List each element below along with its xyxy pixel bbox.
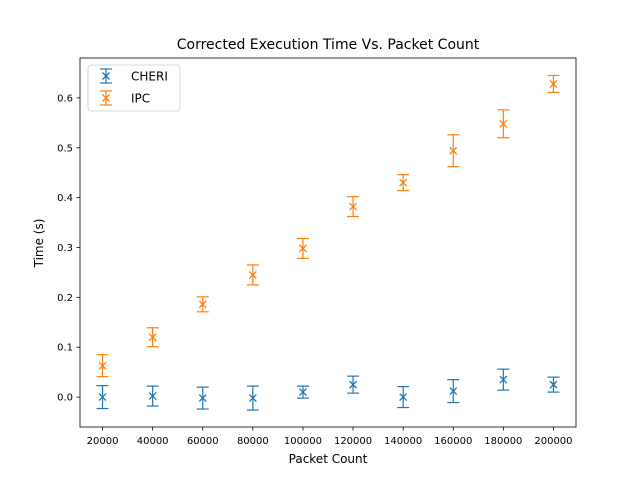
series-cheri xyxy=(96,368,560,411)
data-point xyxy=(399,393,408,402)
x-axis-label: Packet Count xyxy=(289,452,368,466)
y-tick-label: 0.4 xyxy=(57,193,73,204)
x-tick-label: 160000 xyxy=(434,436,472,447)
x-tick-label: 20000 xyxy=(87,436,119,447)
legend-box xyxy=(87,64,181,112)
data-point xyxy=(499,119,508,128)
data-point xyxy=(98,361,107,370)
data-point xyxy=(148,392,157,401)
data-point xyxy=(449,146,458,155)
y-tick-label: 0.6 xyxy=(57,93,73,104)
data-point xyxy=(298,244,307,253)
axes-frame xyxy=(79,57,577,428)
data-point xyxy=(399,178,408,187)
data-point xyxy=(349,380,358,389)
y-tick-label: 0.3 xyxy=(57,243,73,254)
y-axis: 0.0 0.1 0.2 0.3 0.4 0.5 0.6 xyxy=(57,93,80,404)
data-point xyxy=(248,394,257,403)
data-point xyxy=(549,79,558,88)
data-point xyxy=(148,333,157,342)
x-tick-label: 140000 xyxy=(384,436,422,447)
chart-title: Corrected Execution Time Vs. Packet Coun… xyxy=(177,37,480,53)
data-point xyxy=(98,393,107,402)
data-point xyxy=(198,394,207,403)
legend-entry-cheri: CHERI xyxy=(100,68,168,84)
legend-marker xyxy=(102,72,110,80)
legend-marker xyxy=(102,94,110,102)
series-ipc xyxy=(96,74,560,378)
plot-area xyxy=(96,74,560,411)
x-tick-label: 200000 xyxy=(534,436,572,447)
x-tick-label: 100000 xyxy=(284,436,322,447)
legend-label: IPC xyxy=(131,92,150,106)
data-point xyxy=(449,387,458,396)
data-point xyxy=(298,388,307,397)
data-point xyxy=(248,270,257,279)
legend-label: CHERI xyxy=(131,70,168,84)
y-axis-label: Time (s) xyxy=(32,219,46,269)
data-point xyxy=(549,380,558,389)
data-point xyxy=(499,375,508,384)
data-point xyxy=(198,300,207,309)
y-tick-label: 0.1 xyxy=(57,343,73,354)
x-tick-label: 40000 xyxy=(137,436,169,447)
y-tick-label: 0.0 xyxy=(57,393,73,404)
legend: CHERI IPC xyxy=(87,64,181,112)
legend-entry-ipc: IPC xyxy=(100,90,150,106)
data-point xyxy=(349,202,358,211)
x-tick-label: 120000 xyxy=(334,436,372,447)
y-tick-label: 0.2 xyxy=(57,293,73,304)
x-tick-label: 80000 xyxy=(237,436,269,447)
x-axis: 20000 40000 60000 80000 100000 120000 140000 16… xyxy=(87,427,573,447)
x-tick-label: 180000 xyxy=(484,436,522,447)
y-tick-label: 0.5 xyxy=(57,143,73,154)
x-tick-label: 60000 xyxy=(187,436,219,447)
